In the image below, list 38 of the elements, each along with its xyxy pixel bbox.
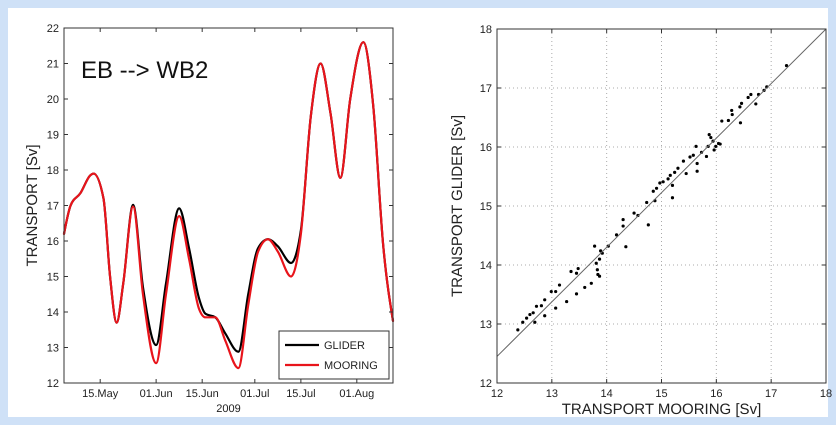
y-tick-label: 15 [46, 272, 59, 284]
x-tick-label: 12 [490, 388, 504, 400]
legend-label: MOORING [324, 360, 378, 372]
x-tick-label: 13 [546, 388, 558, 400]
y-tick-label: 17 [480, 83, 492, 95]
x-tick-label: 18 [820, 388, 832, 400]
y-tick-label: 13 [46, 342, 59, 354]
x-tick-label: 15.May [82, 388, 119, 400]
y-tick-label: 18 [480, 24, 492, 36]
x-tick-label: 17 [765, 388, 778, 400]
y-tick-label: 16 [480, 142, 492, 154]
y-tick-label: 18 [46, 165, 59, 177]
y-tick-label: 22 [46, 23, 59, 35]
y-tick-label: 19 [46, 130, 59, 142]
x-tick-label: 01.Jul [240, 388, 270, 400]
x-axis-title: 2009 [216, 403, 241, 415]
y-tick-label: 14 [480, 260, 492, 272]
x-tick-label: 15 [655, 388, 668, 400]
y-tick-label: 20 [46, 94, 59, 106]
y-tick-label: 12 [480, 378, 492, 390]
x-tick-label: 16 [710, 388, 722, 400]
y-tick-label: 14 [46, 307, 59, 319]
x-tick-label: 01.Jun [140, 388, 173, 400]
y-tick-label: 12 [46, 378, 59, 390]
x-tick-label: 01.Aug [339, 388, 374, 400]
x-tick-label: 14 [600, 388, 613, 400]
legend-label: GLIDER [324, 340, 366, 352]
y-tick-label: 13 [480, 319, 492, 331]
y-tick-label: 16 [46, 236, 59, 248]
x-tick-label: 15.Jul [286, 388, 316, 400]
x-tick-label: 15.Jun [186, 388, 219, 400]
y-axis-title: TRANSPORT GLIDER [Sv] [449, 115, 466, 297]
y-tick-label: 21 [46, 58, 59, 70]
y-axis-title: TRANSPORT [Sv] [24, 144, 41, 266]
x-axis-title: TRANSPORT MOORING [Sv] [562, 401, 762, 418]
y-tick-label: 17 [46, 200, 59, 212]
text: EB --> WB2 [81, 57, 208, 84]
y-tick-label: 15 [480, 201, 492, 213]
